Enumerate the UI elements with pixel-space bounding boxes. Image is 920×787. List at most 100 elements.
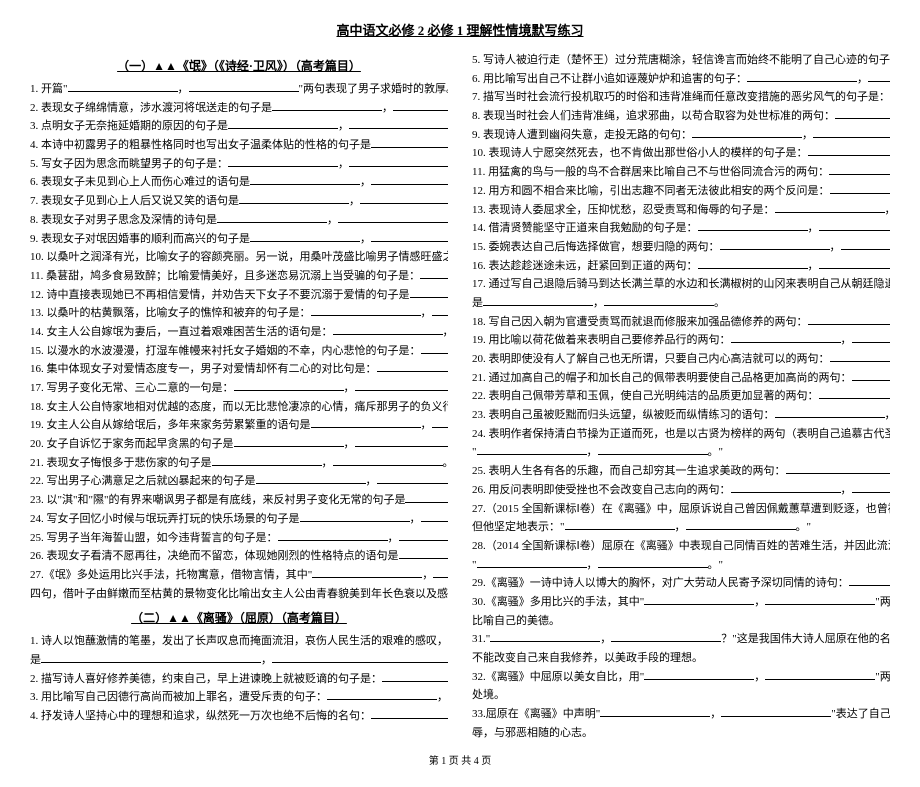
exercise-line: 15. 委婉表达自己后悔选择做官，想要归隐的两句：，。: [472, 238, 890, 257]
fill-blank: [421, 510, 449, 522]
fill-blank: [360, 192, 448, 204]
fill-blank: [819, 387, 891, 399]
exercise-line: 但他坚定地表示："，。": [472, 518, 890, 537]
exercise-line: 12. 诗中直接表现她已不再相信爱情，并劝告天下女子不要沉溺于爱情的句子是，。: [30, 286, 448, 305]
fill-blank: [720, 238, 830, 250]
exercise-line: 16. 表达趁趁迷途未远，赶紧回到正道的两句：，。: [472, 257, 890, 276]
exercise-line: 1. 诗人以饱蘸激情的笔墨，发出了长声叹息而掩面流泪，哀伤人民生活的艰难的感叹，…: [30, 632, 448, 651]
fill-blank: [239, 192, 349, 204]
fill-blank: [765, 593, 875, 605]
exercise-line: 四句，借叶子由鲜嫩而至枯黄的景物变化比喻出女主人公由青春貌美到年长色衰以及感情生…: [30, 585, 448, 604]
exercise-line: 21. 通过加高自己的帽子和加长自己的佩带表明要使自己品格更加高尚的两句：，。: [472, 369, 890, 388]
exercise-line: 辱，与邪恶相随的心志。: [472, 724, 890, 743]
exercise-line: 17. 写男子变化无常、三心二意的一句是：，。: [30, 379, 448, 398]
fill-blank: [300, 510, 410, 522]
exercise-line: 4. 本诗中初露男子的粗暴性格同时也写出女子温柔体贴的性格的句子是，。: [30, 136, 448, 155]
fill-blank: [311, 304, 421, 316]
exercise-line: 12. 用方和圆不相合来比喻，引出志趣不同者无法彼此相安的两个反问是：，？: [472, 182, 890, 201]
exercise-line: 31."，？"这是我国伟大诗人屈原在他的名篇《离骚》里发出的慨叹权，表达了: [472, 630, 890, 649]
fill-blank: [565, 518, 675, 530]
fill-blank: [393, 99, 448, 111]
fill-blank: [355, 435, 449, 447]
fill-blank: [312, 566, 422, 578]
exercise-line: 20. 女子自诉忆于家务而起早贪黑的句子是，。: [30, 435, 448, 454]
exercise-line: 4. 抒发诗人坚持心中的理想和追求，纵然死一万次也绝不后悔的名句：，。: [30, 707, 448, 726]
fill-blank: [490, 630, 600, 642]
exercise-line: 6. 表现女子未见到心上人而伤心难过的语句是，。: [30, 173, 448, 192]
fill-blank: [371, 136, 448, 148]
exercise-line: 1. 开篇"，"两句表现了男子求婚时的敦厚。: [30, 80, 448, 99]
fill-blank: [598, 443, 708, 455]
right-body: 5. 写诗人被迫行走（楚怀王）过分荒唐糊涂，轻信谗言而始终不能明了自己心迹的句子…: [472, 51, 890, 742]
exercise-line: 21. 表现女子悔恨多于悲伤家的句子是，。: [30, 454, 448, 473]
fill-blank: [234, 379, 344, 391]
exercise-line: 33.屈原在《离骚》中声明"，"表达了自己宁可遭遇速死亡或者流放，也不愿忍: [472, 705, 890, 724]
fill-blank: [338, 211, 448, 223]
fill-blank: [228, 117, 338, 129]
exercise-line: 2. 描写诗人喜好修养美德，约束自己，早上进谏晚上就被贬谪的句子是：，。: [30, 670, 448, 689]
exercise-line: 14. 借清贤赞能坚守正道来自我勉励的句子是：，。: [472, 219, 890, 238]
fill-blank: [813, 126, 890, 138]
exercise-line: 15. 以漫水的水波漫漫，打湿车帷幔来衬托女子婚姻的不幸，内心悲怆的句子是：，。: [30, 342, 448, 361]
fill-blank: [333, 323, 443, 335]
fill-blank: [731, 481, 841, 493]
fill-blank: [830, 182, 891, 194]
exercise-line: 比喻自己的美德。: [472, 612, 890, 631]
exercise-line: 26. 用反问表明即使受挫也不会改变自己志向的两句：，？: [472, 481, 890, 500]
fill-blank: [377, 360, 449, 372]
exercise-line: 11. 桑葚甜，鸠多食易致醉；比喻爱情美好，且多迷恋易沉溺上当受骗的句子是：，！: [30, 267, 448, 286]
fill-blank: [272, 651, 448, 663]
exercise-line: 24. 写女子回忆小时候与氓玩弄打玩的快乐场景的句子是，。: [30, 510, 448, 529]
fill-blank: [852, 369, 891, 381]
section2-body: 1. 诗人以饱蘸激情的笔墨，发出了长声叹息而掩面流泪，哀伤人民生活的艰难的感叹，…: [30, 632, 448, 725]
exercise-line: 3. 用比喻写自己因德行高尚而被加上罪名，遭受斥责的句子：，。: [30, 688, 448, 707]
fill-blank: [852, 481, 891, 493]
exercise-line: 7. 描写当时社会流行投机取巧的时俗和违背准绳而任意改变措施的恶劣风气的句子是：…: [472, 88, 890, 107]
exercise-line: 18. 女主人公自恃家地相对优越的态度，而以无比悲怆凄凉的心情，痛斥那男子的负义…: [30, 398, 448, 417]
fill-blank: [399, 547, 449, 559]
exercise-line: 13. 表现诗人委屈求全，压抑忧愁，忍受责骂和侮辱的句子是：，。: [472, 201, 890, 220]
page-title: 高中语文必修 2 必修 1 理解性情境默写练习: [30, 20, 890, 39]
exercise-line: 32.《离骚》中屈原以美女自比，用"，"两句来比喻自己遭人嫉妒，受人攻击的: [472, 668, 890, 687]
fill-blank: [234, 435, 344, 447]
fill-blank: [278, 529, 388, 541]
fill-blank: [852, 331, 891, 343]
exercise-line: 17. 通过写自己退隐后骑马到达长满兰草的水边和长满椒树的山冈来表明自己从朝廷隐…: [472, 275, 890, 294]
fill-blank: [611, 630, 721, 642]
fill-blank: [371, 173, 448, 185]
exercise-line: 22. 表明自己佩带芳草和玉佩，使自己光明纯洁的品质更加显著的两句：，。: [472, 387, 890, 406]
fill-blank: [644, 668, 754, 680]
fill-blank: [272, 99, 382, 111]
exercise-line: 7. 表现女子见到心上人后又说又笑的语句是，。: [30, 192, 448, 211]
exercise-line: 16. 集中体现女子对爱情态度专一，男子对爱情却怀有二心的对比句是：，。: [30, 360, 448, 379]
fill-blank: [830, 350, 891, 362]
exercise-line: 23. 表明自己虽被贬黜而归头远望，纵被贬而纵情练习的语句：，。，。: [472, 406, 890, 425]
fill-blank: [786, 462, 891, 474]
exercise-line: 9. 表现诗人遭到幽闷失意，走投无路的句句：，。: [472, 126, 890, 145]
fill-blank: [382, 670, 448, 682]
exercise-line: 5. 写女子因为思念而眺望男子的句子是：，。: [30, 155, 448, 174]
exercise-line: 处境。: [472, 686, 890, 705]
fill-blank: [644, 593, 754, 605]
fill-blank: [355, 379, 449, 391]
two-column-layout: （一）▲▲《氓》（《诗经·卫风》）（高考篇目） 1. 开篇"，"两句表现了男子求…: [30, 51, 890, 742]
exercise-line: 不能改变自己来自我修养，以美政手段的理想。: [472, 649, 890, 668]
fill-blank: [399, 529, 449, 541]
fill-blank: [775, 201, 885, 213]
fill-blank: [686, 518, 796, 530]
section1-body: 1. 开篇"，"两句表现了男子求婚时的敦厚。2. 表现女子绵绵情意，涉水渡河将氓…: [30, 80, 448, 603]
exercise-line: 14. 女主人公自嫁氓为妻后，一直过着艰难困苦生活的语句是：，。: [30, 323, 448, 342]
exercise-line: 8. 表现女子对男子思念及深情的诗句是，。，。: [30, 211, 448, 230]
exercise-line: 10. 以桑叶之润泽有光，比喻女子的容颜亮丽。另一说，用桑叶茂盛比喻男子情感旺盛…: [30, 248, 448, 267]
exercise-line: 8. 表现当时社会人们违背准绳，追求邪曲，以苟合取容为处世标准的两句：，。: [472, 107, 890, 126]
fill-blank: [819, 257, 891, 269]
fill-blank: [349, 155, 448, 167]
exercise-line: 29.《离骚》一诗中诗人以博大的胸怀，对广大劳动人民寄予深切同情的诗句：，。: [472, 574, 890, 593]
exercise-line: 19. 用比喻以荷花做着来表明自己要修养品行的两句：，。: [472, 331, 890, 350]
fill-blank: [349, 117, 448, 129]
fill-blank: [377, 472, 449, 484]
fill-blank: [765, 668, 875, 680]
fill-blank: [808, 144, 891, 156]
fill-blank: [311, 416, 421, 428]
fill-blank: [835, 107, 890, 119]
